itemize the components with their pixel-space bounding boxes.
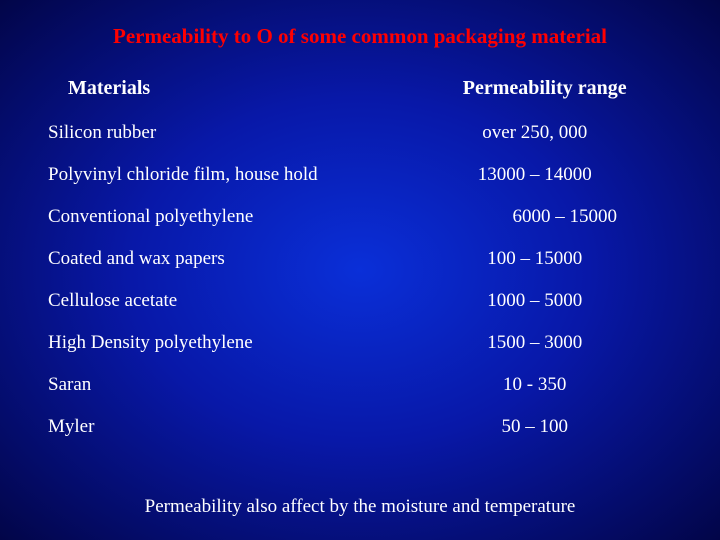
table-row: Coated and wax papers 100 – 15000	[48, 248, 672, 270]
material-cell: Conventional polyethylene	[48, 206, 397, 228]
table-row: Conventional polyethylene 6000 – 15000	[48, 206, 672, 228]
material-cell: Myler	[48, 416, 397, 438]
table-header-row: Materials Permeability range	[48, 77, 672, 100]
range-cell: 1000 – 5000	[397, 290, 672, 312]
range-cell: 100 – 15000	[397, 248, 672, 270]
material-cell: Cellulose acetate	[48, 290, 397, 312]
header-range: Permeability range	[417, 77, 672, 100]
material-cell: Coated and wax papers	[48, 248, 397, 270]
range-cell: 1500 – 3000	[397, 332, 672, 354]
range-cell: 6000 – 15000	[397, 206, 672, 228]
range-cell: 50 – 100	[397, 416, 672, 438]
table-row: Cellulose acetate 1000 – 5000	[48, 290, 672, 312]
table-row: Myler 50 – 100	[48, 416, 672, 438]
material-cell: High Density polyethylene	[48, 332, 397, 354]
table-row: Polyvinyl chloride film, house hold 1300…	[48, 164, 672, 186]
material-cell: Silicon rubber	[48, 122, 397, 144]
range-cell: 13000 – 14000	[397, 164, 672, 186]
material-cell: Saran	[48, 374, 397, 396]
table-row: High Density polyethylene 1500 – 3000	[48, 332, 672, 354]
table-body: Silicon rubber over 250, 000 Polyvinyl c…	[48, 122, 672, 438]
slide-footer: Permeability also affect by the moisture…	[0, 496, 720, 518]
table-row: Silicon rubber over 250, 000	[48, 122, 672, 144]
material-cell: Polyvinyl chloride film, house hold	[48, 164, 397, 186]
header-materials: Materials	[48, 77, 417, 100]
range-cell: 10 - 350	[397, 374, 672, 396]
slide: Permeability to O of some common packagi…	[0, 0, 720, 540]
slide-title: Permeability to O of some common packagi…	[48, 24, 672, 49]
table-row: Saran 10 - 350	[48, 374, 672, 396]
range-cell: over 250, 000	[397, 122, 672, 144]
